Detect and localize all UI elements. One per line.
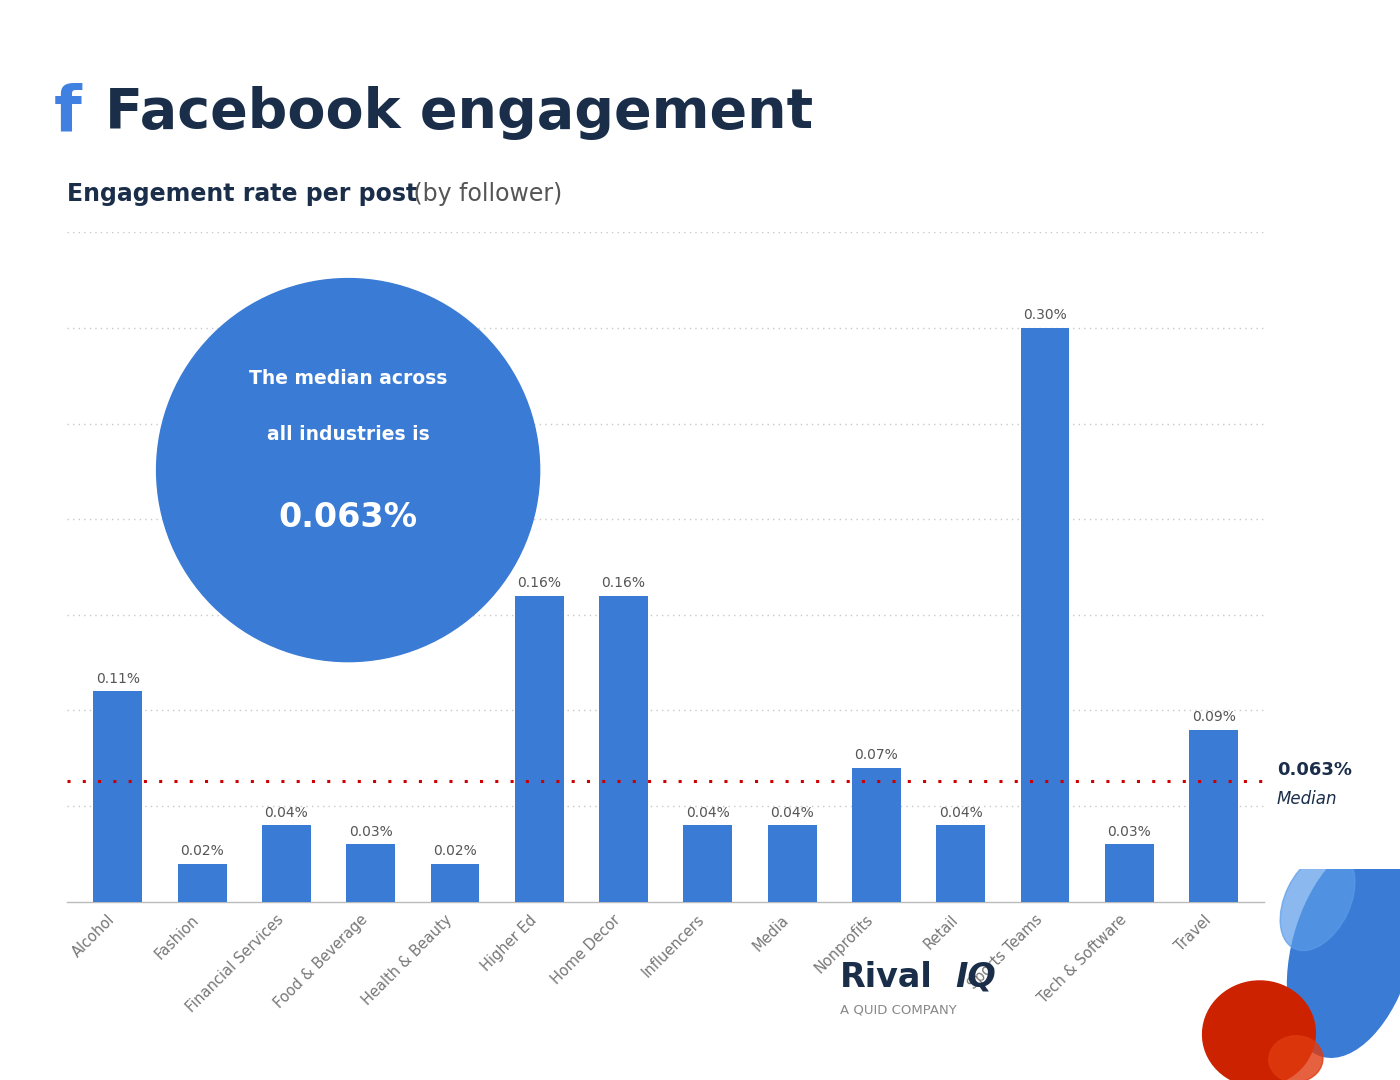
Bar — [1105, 845, 1154, 902]
Bar — [515, 596, 564, 902]
Text: Median: Median — [1277, 789, 1337, 808]
Text: IQ: IQ — [955, 961, 995, 994]
Ellipse shape — [1268, 1036, 1323, 1080]
Text: 0.09%: 0.09% — [1191, 710, 1236, 724]
Text: (by follower): (by follower) — [406, 183, 563, 206]
Text: The median across: The median across — [249, 369, 448, 388]
Text: Facebook engagement: Facebook engagement — [105, 86, 813, 140]
Text: 0.063%: 0.063% — [279, 501, 417, 535]
Text: 0.04%: 0.04% — [770, 806, 813, 820]
Bar — [1021, 328, 1070, 902]
Bar — [683, 825, 732, 902]
Ellipse shape — [1203, 981, 1316, 1080]
Bar — [1189, 730, 1238, 902]
Text: 0.04%: 0.04% — [265, 806, 308, 820]
Bar — [346, 845, 395, 902]
Bar — [599, 596, 648, 902]
Text: 0.03%: 0.03% — [349, 825, 392, 839]
Bar — [853, 768, 900, 902]
Bar — [937, 825, 986, 902]
Bar — [431, 864, 479, 902]
Ellipse shape — [1280, 851, 1355, 950]
Text: 0.02%: 0.02% — [181, 843, 224, 858]
Bar — [94, 691, 143, 902]
Text: Engagement rate per post: Engagement rate per post — [67, 183, 417, 206]
Bar — [262, 825, 311, 902]
Bar — [178, 864, 227, 902]
Text: 0.04%: 0.04% — [939, 806, 983, 820]
Text: 0.063%: 0.063% — [1277, 761, 1352, 780]
Text: 0.16%: 0.16% — [517, 576, 561, 590]
Text: 0.07%: 0.07% — [854, 748, 899, 762]
Text: 0.02%: 0.02% — [433, 843, 477, 858]
Text: f: f — [53, 82, 81, 145]
Text: 0.03%: 0.03% — [1107, 825, 1151, 839]
Text: 0.30%: 0.30% — [1023, 308, 1067, 322]
Text: Rival: Rival — [840, 961, 932, 994]
Text: 0.16%: 0.16% — [602, 576, 645, 590]
Ellipse shape — [1288, 841, 1400, 1057]
Text: 0.04%: 0.04% — [686, 806, 729, 820]
Circle shape — [157, 279, 539, 662]
Text: all industries is: all industries is — [267, 424, 430, 444]
Text: A QUID COMPANY: A QUID COMPANY — [840, 1003, 956, 1016]
Bar — [767, 825, 816, 902]
Text: 0.11%: 0.11% — [95, 672, 140, 686]
